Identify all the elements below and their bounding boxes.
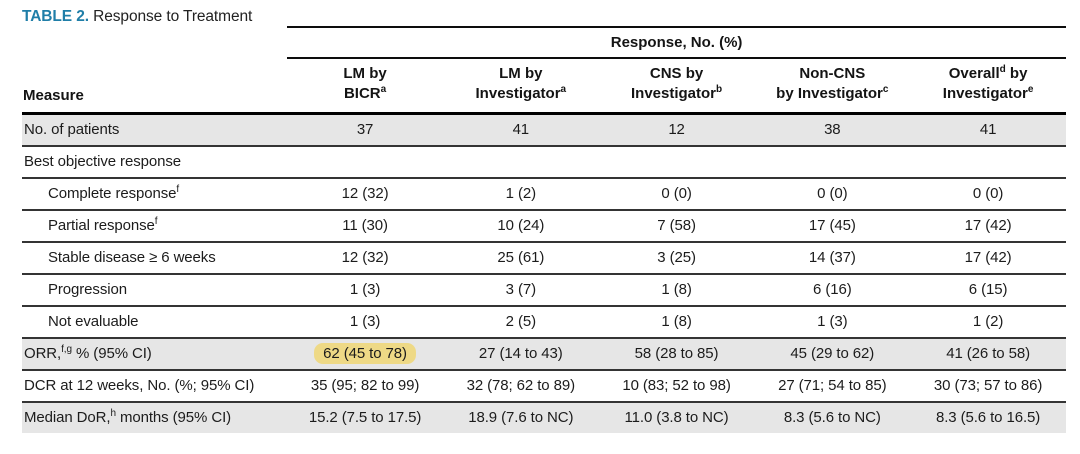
data-cell: 12 [598,113,755,146]
column-header-lm-bicr: LM by BICRa [287,58,443,115]
data-cell: 6 (16) [754,272,911,306]
data-cell: 10 (24) [442,208,599,242]
data-cell: 0 (0) [598,176,755,210]
data-cell: 1 (3) [754,304,911,338]
measure-cell: Median DoR,h months (95% CI) [22,400,288,433]
data-cell: 45 (29 to 62) [754,336,911,370]
data-cell: 1 (2) [910,304,1066,338]
data-cell: 1 (8) [598,304,755,338]
table-row-orr: ORR,f,g % (95% CI) 62 (45 to 78) 27 (14 … [22,336,1066,370]
measure-cell: Complete responsef [22,176,288,210]
table-title: TABLE 2. Response to Treatment [22,8,1066,26]
data-cell: 27 (14 to 43) [442,336,599,370]
spanning-header-spacer [22,27,287,58]
spanning-header: Response, No. (%) [287,26,1066,59]
data-cell: 17 (45) [754,208,911,242]
measure-cell: Partial responsef [22,208,288,242]
response-to-treatment-table: Response, No. (%) Measure LM by BICRa LM… [22,26,1066,433]
column-header-lm-investigator: LM by Investigatora [442,58,599,115]
data-cell: 11.0 (3.8 to NC) [598,400,755,433]
column-header-row: Measure LM by BICRa LM by Investigatora … [22,58,1066,115]
data-cell: 62 (45 to 78) [287,336,443,370]
data-cell: 1 (3) [287,304,443,338]
highlight-pill: 62 (45 to 78) [314,343,416,365]
measure-cell: DCR at 12 weeks, No. (%; 95% CI) [22,368,288,402]
section-header-cell: Best objective response [22,144,1066,178]
measure-cell: ORR,f,g % (95% CI) [22,336,288,370]
data-cell: 17 (42) [910,208,1066,242]
data-cell: 11 (30) [287,208,443,242]
data-cell: 32 (78; 62 to 89) [442,368,599,402]
data-cell: 14 (37) [754,240,911,274]
data-cell: 0 (0) [910,176,1066,210]
measure-cell: Stable disease ≥ 6 weeks [22,240,288,274]
data-cell: 1 (2) [442,176,599,210]
data-cell: 10 (83; 52 to 98) [598,368,755,402]
data-cell: 1 (3) [287,272,443,306]
measure-cell: Not evaluable [22,304,288,338]
data-cell: 38 [754,113,911,146]
table-row-dcr: DCR at 12 weeks, No. (%; 95% CI) 35 (95;… [22,368,1066,402]
data-cell: 3 (25) [598,240,755,274]
data-cell: 6 (15) [910,272,1066,306]
data-cell: 12 (32) [287,176,443,210]
table-row-median-dor: Median DoR,h months (95% CI) 15.2 (7.5 t… [22,400,1066,433]
table-number-label: TABLE 2. [22,8,89,25]
data-cell: 35 (95; 82 to 99) [287,368,443,402]
section-row-best-objective-response: Best objective response [22,144,1066,178]
data-cell: 17 (42) [910,240,1066,274]
column-header-noncns-investigator: Non-CNS by Investigatorc [754,58,911,115]
data-cell: 41 [910,113,1066,146]
data-cell: 15.2 (7.5 to 17.5) [287,400,443,433]
data-cell: 8.3 (5.6 to NC) [754,400,911,433]
paper-table-figure: TABLE 2. Response to Treatment Response,… [22,8,1066,433]
data-cell: 3 (7) [442,272,599,306]
data-cell: 7 (58) [598,208,755,242]
data-cell: 41 [442,113,599,146]
column-header-overall-investigator: Overalld by Investigatore [910,58,1066,115]
data-cell: 12 (32) [287,240,443,274]
data-cell: 0 (0) [754,176,911,210]
measure-cell: Progression [22,272,288,306]
data-cell: 58 (28 to 85) [598,336,755,370]
table-row-progression: Progression 1 (3) 3 (7) 1 (8) 6 (16) 6 (… [22,272,1066,306]
spanning-header-row: Response, No. (%) [22,26,1066,59]
data-cell: 37 [287,113,443,146]
data-cell: 27 (71; 54 to 85) [754,368,911,402]
table-caption: Response to Treatment [93,8,253,25]
table-row-partial-response: Partial responsef 11 (30) 10 (24) 7 (58)… [22,208,1066,242]
data-cell: 2 (5) [442,304,599,338]
table-row-no-of-patients: No. of patients 37 41 12 38 41 [22,113,1066,146]
data-cell: 18.9 (7.6 to NC) [442,400,599,433]
measure-cell: No. of patients [22,113,288,146]
data-cell: 8.3 (5.6 to 16.5) [910,400,1066,433]
data-cell: 30 (73; 57 to 86) [910,368,1066,402]
column-header-cns-investigator: CNS by Investigatorb [598,58,755,115]
table-row-stable-disease: Stable disease ≥ 6 weeks 12 (32) 25 (61)… [22,240,1066,274]
data-cell: 1 (8) [598,272,755,306]
table-row-complete-response: Complete responsef 12 (32) 1 (2) 0 (0) 0… [22,176,1066,210]
data-cell: 25 (61) [442,240,599,274]
table-row-not-evaluable: Not evaluable 1 (3) 2 (5) 1 (8) 1 (3) 1 … [22,304,1066,338]
measure-column-header: Measure [22,58,288,115]
data-cell: 41 (26 to 58) [910,336,1066,370]
